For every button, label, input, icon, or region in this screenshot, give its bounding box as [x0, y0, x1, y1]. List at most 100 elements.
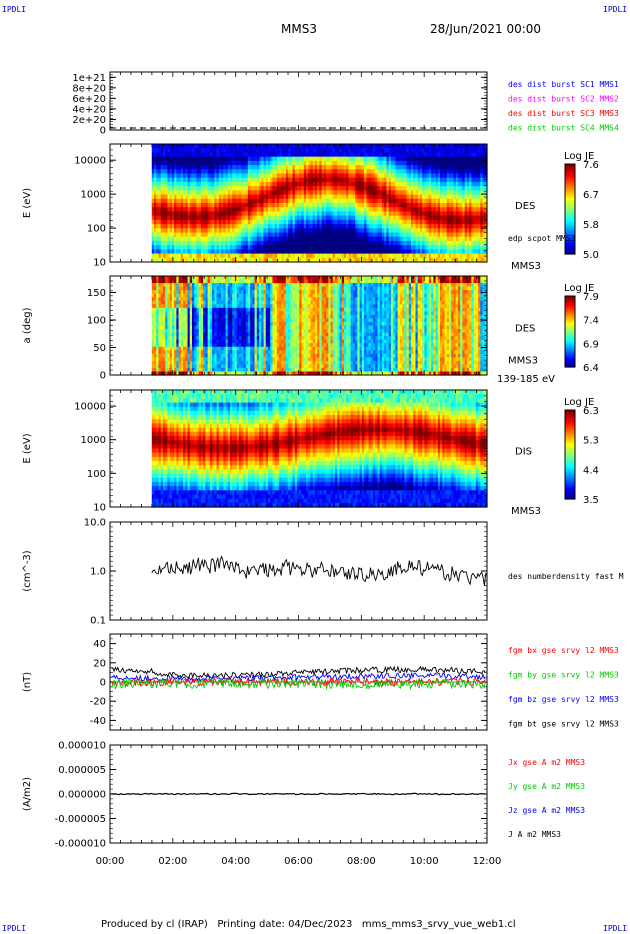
- heatmap-cell: [285, 148, 289, 154]
- heatmap-cell: [250, 219, 253, 225]
- heatmap-cell: [160, 211, 164, 217]
- heatmap-cell: [212, 177, 215, 183]
- heatmap-cell: [247, 257, 251, 263]
- heatmap-cell: [274, 215, 278, 221]
- heatmap-cell: [272, 249, 276, 255]
- heatmap-cell: [223, 257, 227, 263]
- heatmap-cell: [230, 177, 233, 183]
- heatmap-cell: [176, 194, 180, 200]
- heatmap-cell: [203, 215, 207, 221]
- heatmap-cell: [194, 160, 198, 166]
- heatmap-cell: [276, 253, 280, 259]
- heatmap-cell: [212, 198, 215, 204]
- heatmap-cell: [158, 152, 162, 158]
- heatmap-cell: [203, 236, 207, 242]
- heatmap-cell: [154, 203, 157, 208]
- heatmap-cell: [176, 156, 180, 162]
- heatmap-cell: [180, 190, 184, 196]
- heatmap-cell: [241, 198, 245, 204]
- heatmap-cell: [292, 186, 296, 191]
- heatmap-cell: [183, 165, 186, 170]
- heatmap-cell: [290, 215, 294, 221]
- heatmap-cell: [234, 165, 238, 170]
- heatmap-cell: [151, 144, 155, 149]
- heatmap-cell: [256, 144, 260, 149]
- heatmap-cell: [294, 211, 298, 217]
- heatmap-cell: [267, 232, 271, 238]
- heatmap-cell: [158, 144, 162, 149]
- heatmap-cell: [285, 186, 289, 191]
- heatmap-cell: [171, 257, 175, 263]
- heatmap-cell: [250, 177, 253, 183]
- heatmap-cell: [185, 148, 189, 154]
- heatmap-cell: [160, 194, 164, 200]
- heatmap-cell: [198, 160, 202, 166]
- heatmap-cell: [263, 236, 267, 242]
- heatmap-cell: [167, 215, 171, 221]
- heatmap-cell: [238, 198, 242, 204]
- heatmap-cell: [279, 224, 282, 229]
- heatmap-cell: [281, 173, 285, 179]
- heatmap-cell: [223, 236, 227, 242]
- heatmap-cell: [261, 144, 265, 149]
- heatmap-cell: [245, 232, 249, 238]
- heatmap-cell: [167, 228, 171, 234]
- heatmap-cell: [192, 148, 195, 154]
- heatmap-cell: [189, 228, 193, 234]
- heatmap-cell: [236, 169, 240, 175]
- heatmap-cell: [183, 177, 186, 183]
- heatmap-cell: [171, 165, 175, 170]
- heatmap-cell: [254, 245, 258, 250]
- heatmap-cell: [259, 198, 262, 204]
- heatmap-cell: [151, 249, 155, 255]
- heatmap-cell: [238, 190, 242, 196]
- heatmap-cell: [212, 240, 215, 246]
- heatmap-cell: [279, 207, 282, 213]
- heatmap-cell: [290, 219, 294, 225]
- heatmap-cell: [265, 198, 269, 204]
- heatmap-cell: [241, 211, 245, 217]
- heatmap-cell: [288, 144, 291, 149]
- heatmap-cell: [290, 207, 294, 213]
- heatmap-cell: [236, 245, 240, 250]
- heatmap-cell: [274, 152, 278, 158]
- heatmap-cell: [279, 173, 282, 179]
- heatmap-cell: [245, 257, 249, 263]
- heatmap-cell: [292, 144, 296, 149]
- heatmap-cell: [221, 236, 224, 242]
- heatmap-cell: [288, 211, 291, 217]
- heatmap-cell: [232, 177, 236, 183]
- heatmap-cell: [154, 232, 157, 238]
- heatmap-cell: [236, 219, 240, 225]
- heatmap-cell: [212, 181, 215, 187]
- heatmap-cell: [169, 156, 173, 162]
- heatmap-cell: [189, 169, 193, 175]
- heatmap-cell: [227, 169, 231, 175]
- heatmap-cell: [256, 219, 260, 225]
- heatmap-cell: [178, 165, 182, 170]
- heatmap-cell: [234, 169, 238, 175]
- heatmap-cell: [236, 173, 240, 179]
- heatmap-cell: [194, 165, 198, 170]
- heatmap-cell: [276, 232, 280, 238]
- heatmap-cell: [203, 148, 207, 154]
- heatmap-cell: [158, 228, 162, 234]
- heatmap-cell: [156, 236, 160, 242]
- heatmap-cell: [290, 203, 294, 208]
- heatmap-cell: [265, 236, 269, 242]
- heatmap-cell: [241, 232, 245, 238]
- heatmap-cell: [294, 169, 298, 175]
- heatmap-cell: [238, 169, 242, 175]
- heatmap-cell: [205, 190, 209, 196]
- heatmap-cell: [194, 232, 198, 238]
- heatmap-cell: [265, 186, 269, 191]
- heatmap-cell: [250, 215, 253, 221]
- heatmap-cell: [194, 148, 198, 154]
- heatmap-cell: [183, 160, 186, 166]
- heatmap-cell: [187, 160, 191, 166]
- heatmap-cell: [162, 186, 166, 191]
- heatmap-cell: [274, 257, 278, 263]
- heatmap-cell: [171, 144, 175, 149]
- heatmap-cell: [165, 224, 169, 229]
- heatmap-cell: [154, 160, 157, 166]
